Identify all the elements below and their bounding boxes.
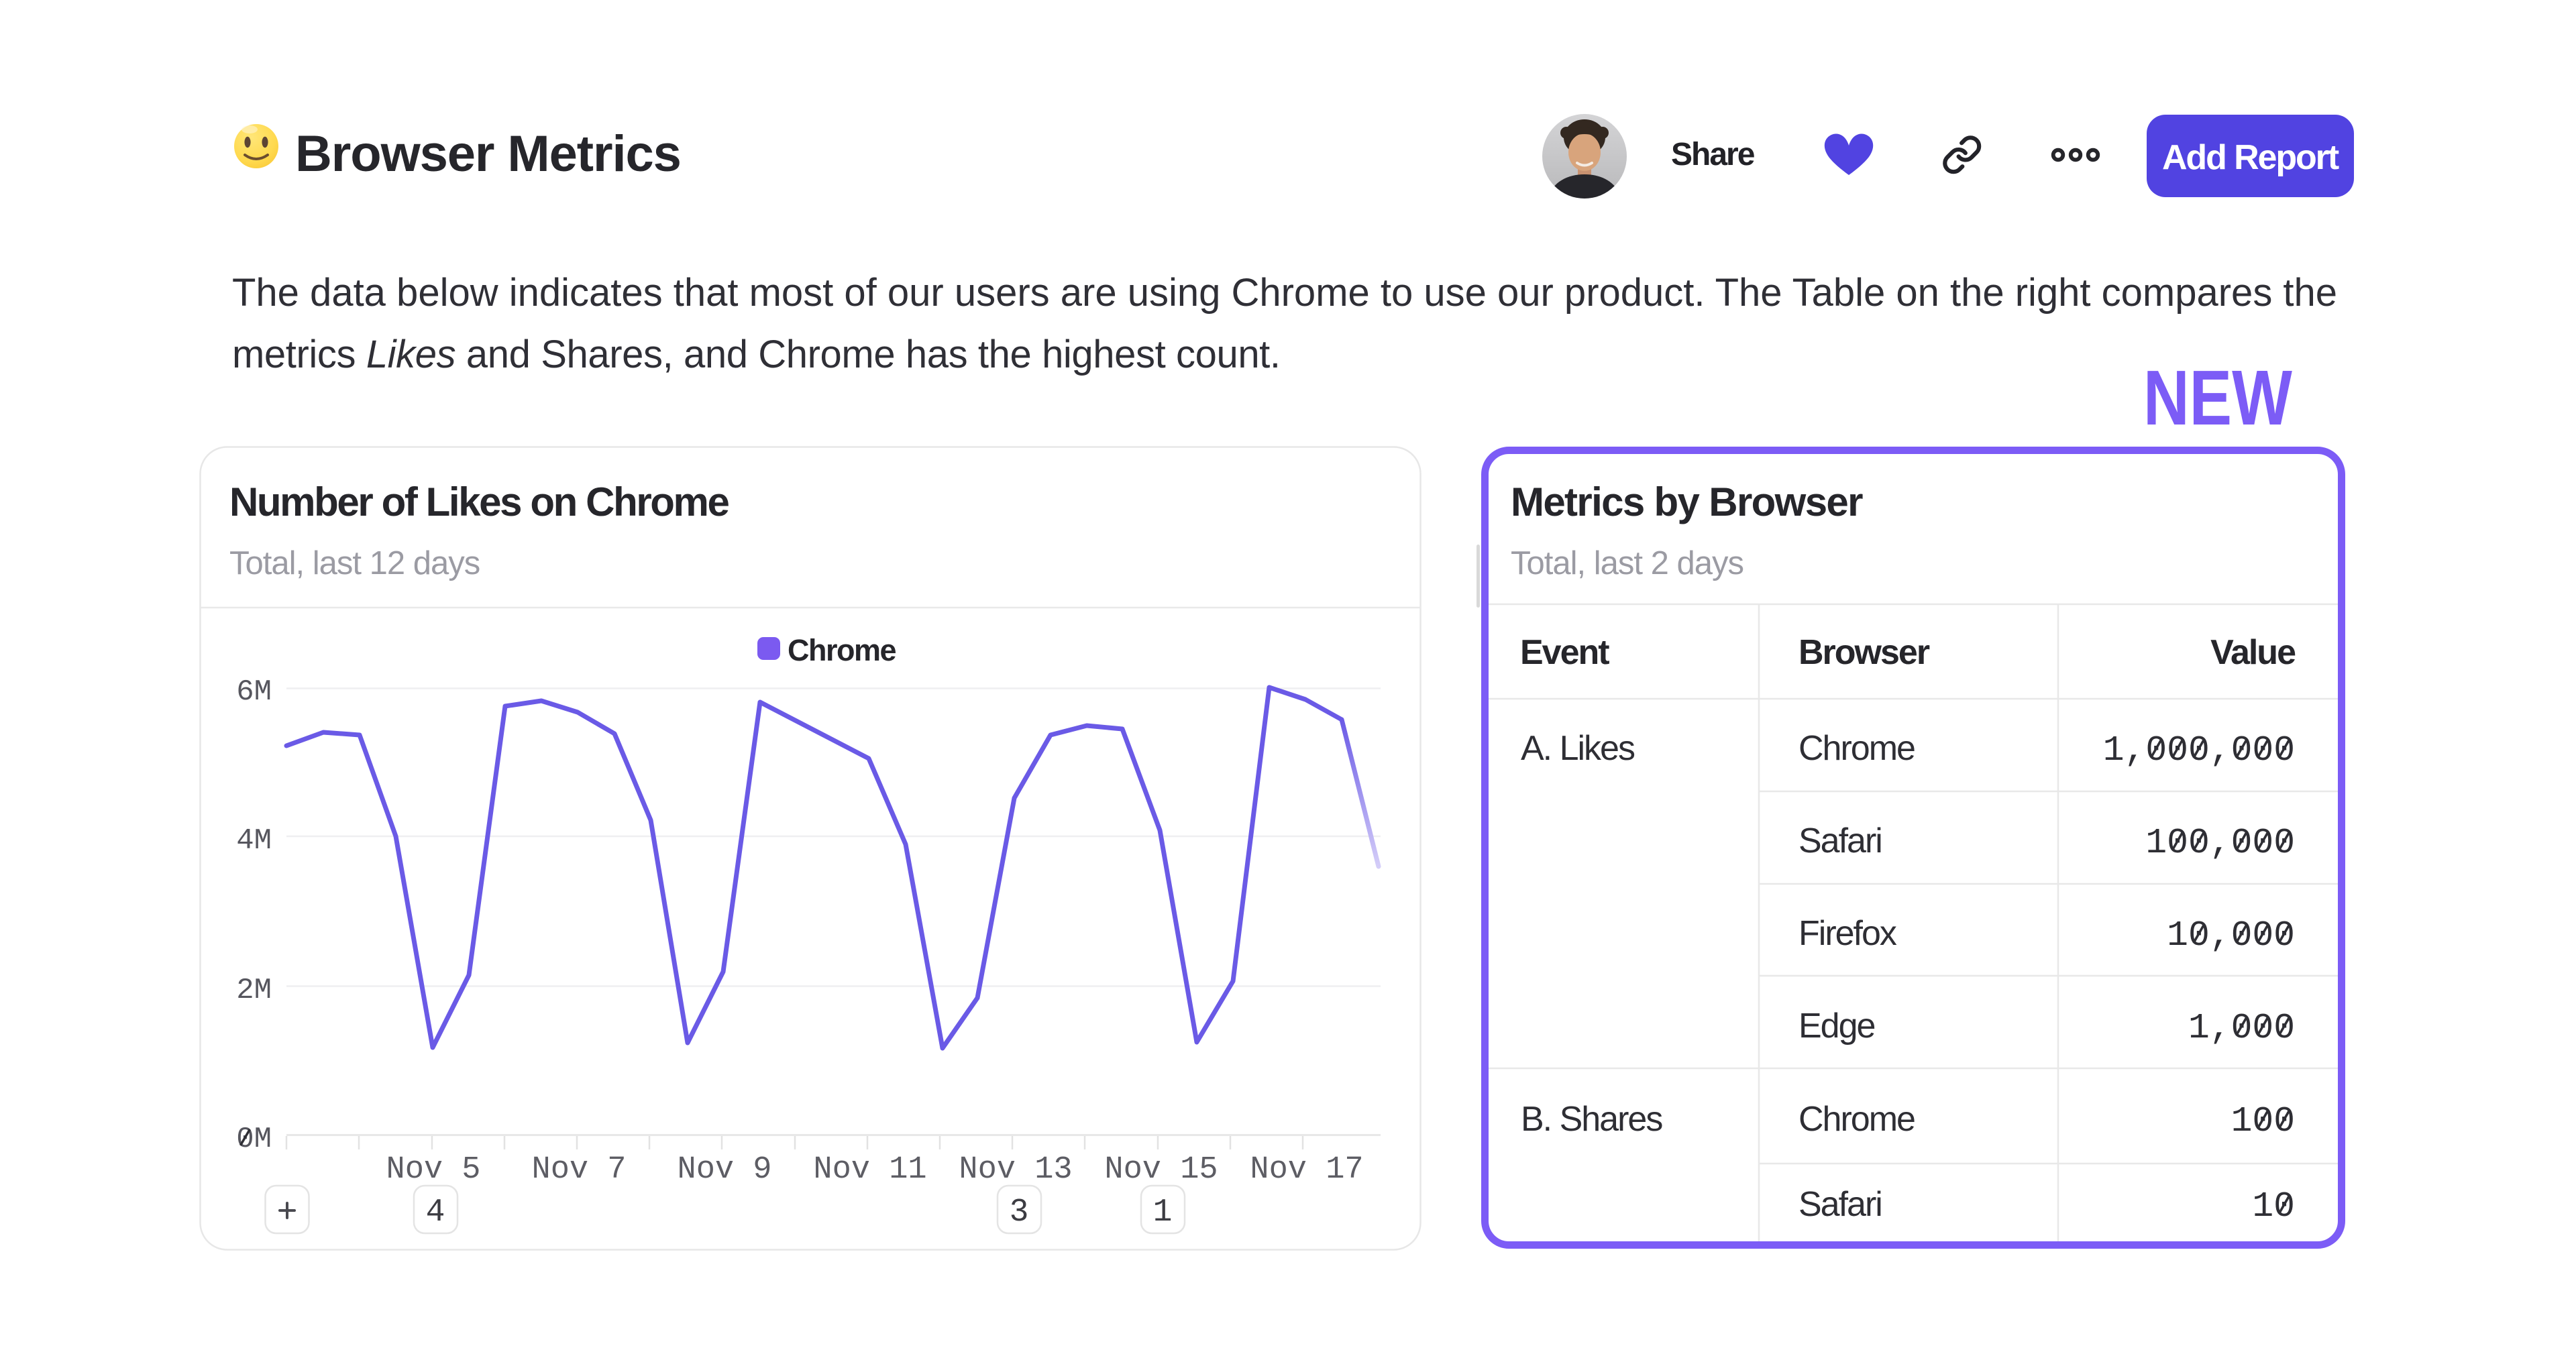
svg-text:B. Shares: B. Shares	[1521, 1100, 1662, 1139]
svg-text:Firefox: Firefox	[1799, 914, 1897, 953]
svg-text:A. Likes: A. Likes	[1521, 729, 1635, 768]
svg-text:Nov 5: Nov 5	[386, 1152, 480, 1188]
svg-text:Browser: Browser	[1799, 633, 1930, 672]
svg-text:4: 4	[426, 1194, 445, 1231]
svg-text:6M: 6M	[236, 675, 272, 709]
svg-text:The data below indicates that: The data below indicates that most of ou…	[232, 271, 2337, 315]
svg-text:10: 10	[2252, 1186, 2295, 1227]
svg-text:1: 1	[1153, 1194, 1173, 1231]
svg-text:Chrome: Chrome	[1799, 729, 1915, 768]
svg-text:Total, last 12 days: Total, last 12 days	[229, 545, 480, 581]
svg-text:Nov 11: Nov 11	[813, 1152, 926, 1188]
svg-text:Event: Event	[1520, 633, 1609, 672]
svg-text:Safari: Safari	[1799, 822, 1882, 860]
svg-text:metrics Likes and Shares, and: metrics Likes and Shares, and Chrome has…	[232, 333, 1281, 376]
svg-text:Metrics by Browser: Metrics by Browser	[1511, 479, 1863, 524]
svg-text:0M: 0M	[236, 1123, 272, 1156]
svg-text:Number of Likes on Chrome: Number of Likes on Chrome	[229, 479, 729, 524]
svg-text:3: 3	[1010, 1194, 1029, 1231]
svg-text:Nov 7: Nov 7	[531, 1152, 626, 1188]
svg-text:Add Report: Add Report	[2162, 138, 2339, 177]
svg-text:Nov 15: Nov 15	[1104, 1152, 1218, 1188]
svg-text:Nov 9: Nov 9	[677, 1152, 771, 1188]
svg-text:100,000: 100,000	[2145, 823, 2295, 863]
svg-text:Safari: Safari	[1799, 1185, 1882, 1224]
svg-text:Browser Metrics: Browser Metrics	[295, 125, 681, 182]
svg-text:Value: Value	[2210, 633, 2296, 672]
svg-text:Edge: Edge	[1799, 1007, 1875, 1046]
svg-text:NEW: NEW	[2143, 355, 2292, 441]
svg-text:4M: 4M	[236, 824, 272, 858]
svg-text:Nov 13: Nov 13	[959, 1152, 1072, 1188]
svg-text:Nov 17: Nov 17	[1250, 1152, 1363, 1188]
svg-text:10,000: 10,000	[2167, 915, 2295, 956]
svg-text:Share: Share	[1671, 137, 1755, 172]
svg-text:Total, last 2 days: Total, last 2 days	[1511, 545, 1743, 581]
svg-text:2M: 2M	[236, 974, 272, 1007]
svg-text:Chrome: Chrome	[1799, 1100, 1915, 1139]
svg-text:Chrome: Chrome	[788, 633, 896, 667]
